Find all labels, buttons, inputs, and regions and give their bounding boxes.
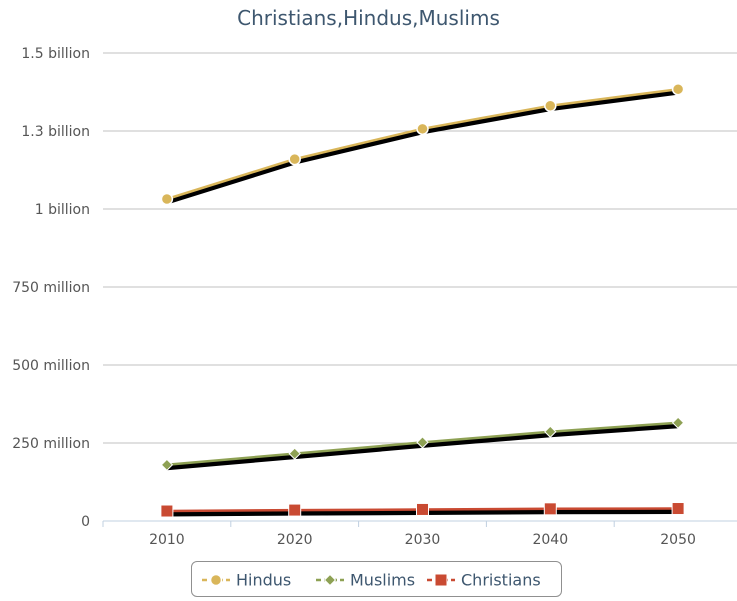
series-lines	[160, 82, 685, 518]
series-muslims	[160, 416, 685, 472]
legend-item-christians: Christians	[427, 571, 541, 590]
data-point	[671, 416, 685, 429]
series-line	[166, 87, 679, 201]
grid-lines	[103, 52, 737, 444]
legend-item-hindus: Hindus	[202, 571, 291, 590]
x-axis-labels: 2010 2020 2030 2040 2050	[149, 532, 696, 548]
data-point	[416, 122, 429, 136]
legend-marker	[209, 573, 223, 587]
y-tick-label: 500 million	[12, 358, 90, 374]
x-tick-label: 2020	[277, 532, 313, 548]
data-point	[288, 447, 301, 460]
data-point	[416, 436, 429, 449]
legend-label: Muslims	[350, 571, 415, 590]
x-tick-label: 2050	[660, 532, 696, 548]
x-tick-label: 2010	[149, 532, 185, 548]
series-line-shadow	[166, 89, 679, 205]
chart-title: Christians,Hindus,Muslims	[237, 6, 500, 30]
data-point	[288, 503, 302, 517]
data-point	[160, 504, 174, 518]
x-tick-label: 2040	[532, 532, 568, 548]
y-tick-label: 1.3 billion	[21, 124, 90, 140]
legend-item-muslims: Muslims	[316, 571, 415, 590]
data-point	[160, 458, 174, 472]
y-tick-label: 750 million	[12, 280, 90, 296]
series-hindus	[160, 82, 685, 206]
y-tick-label: 0	[81, 514, 90, 530]
line-chart: 0 250 million 500 million 750 million 1 bill…	[12, 46, 737, 548]
data-point	[543, 502, 557, 516]
legend-marker	[323, 573, 337, 587]
y-tick-label: 250 million	[12, 436, 90, 452]
y-axis-labels: 0 250 million 500 million 750 million 1 bill…	[12, 46, 90, 530]
series-christians	[160, 502, 685, 518]
y-tick-label: 1.5 billion	[21, 46, 90, 62]
data-point	[544, 425, 557, 438]
legend-label: Hindus	[236, 571, 291, 590]
legend-label: Christians	[461, 571, 541, 590]
x-axis	[102, 520, 737, 527]
x-tick-label: 2030	[405, 532, 441, 548]
data-point	[544, 99, 557, 112]
data-point	[288, 152, 301, 166]
data-point	[416, 502, 429, 516]
legend-marker	[434, 573, 448, 587]
data-point	[671, 82, 685, 96]
data-point	[671, 502, 685, 516]
y-tick-label: 1 billion	[35, 202, 90, 218]
data-point	[160, 192, 174, 206]
legend: Hindus Muslims Christians	[191, 561, 562, 597]
